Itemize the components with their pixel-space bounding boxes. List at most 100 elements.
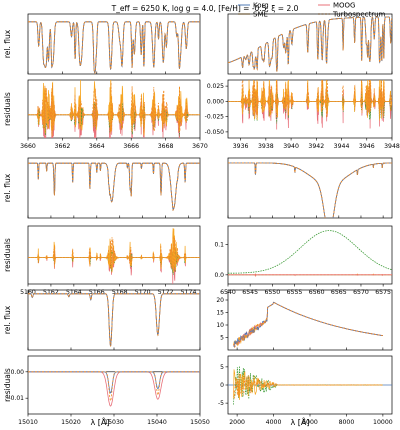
- x-tick-label: 5164: [66, 289, 82, 296]
- flux-plot-area: [228, 162, 392, 218]
- y-label-residuals: residuals: [3, 238, 12, 272]
- residual-plot-area: [28, 228, 200, 284]
- turbo-residual: [233, 373, 383, 399]
- turbo-line: [28, 162, 200, 212]
- flux-axes-frame: [227, 13, 393, 75]
- y-label-rel-flux: rel. flux: [3, 305, 12, 334]
- x-tick-label: 5174: [181, 289, 197, 296]
- sme-line: [28, 293, 200, 347]
- residual-y-tick-label: 0.0: [214, 272, 224, 279]
- residual-y-tick-label: 0.025: [207, 83, 224, 90]
- panel-1: 3936 3938 3940 3942 3944 3946 3948 0.025 0.000 -0…: [205, 13, 400, 150]
- flux-y-tick-label: 20: [216, 297, 224, 304]
- flux-y-tick-label: 5: [220, 335, 224, 342]
- panels: 3660 3662 3664 3666 3668 3670 3936 3938 3940 3942…: [8, 13, 400, 426]
- residual-axes-frame: [227, 79, 393, 139]
- residual-y-tick-label: -0.01: [8, 395, 24, 402]
- x-tick-label: 6545: [242, 289, 258, 296]
- x-tick-label: 3670: [192, 143, 208, 150]
- flux-axes-frame: [227, 289, 393, 351]
- x-tick-label: 6560: [309, 289, 325, 296]
- residual-plot-area: [228, 366, 392, 405]
- y-label-rel-flux: rel. flux: [3, 173, 12, 202]
- sme-line: [233, 301, 383, 347]
- x-axis-label-left: λ [Å]: [91, 416, 110, 427]
- korg-line: [28, 293, 200, 347]
- panel-4: 15010 15020 15030 15040 15050 0.00 -0.01: [8, 289, 210, 426]
- x-tick-label: 15020: [61, 419, 81, 426]
- panel-5: 2000 4000 6000 8000 10000 5 0 -5 5 10 15 20: [216, 289, 393, 426]
- x-tick-label: 3946: [359, 143, 375, 150]
- x-tick-label: 6570: [353, 289, 369, 296]
- residual-y-tick-label: -5: [218, 400, 224, 407]
- x-tick-label: 3662: [55, 143, 71, 150]
- flux-axes-frame: [27, 289, 201, 351]
- x-tick-label: 6550: [264, 289, 280, 296]
- x-tick-label: 3664: [89, 143, 105, 150]
- sme-line: [228, 162, 392, 218]
- x-tick-label: 5172: [158, 289, 174, 296]
- moog-residual: [228, 273, 392, 277]
- x-tick-label: 10000: [373, 419, 393, 426]
- x-tick-label: 3660: [20, 143, 36, 150]
- moog-line: [228, 162, 392, 218]
- flux-plot-area: [228, 16, 392, 72]
- x-axis-label-right: λ [Å]: [291, 416, 310, 427]
- flux-plot-area: [28, 21, 200, 74]
- legend-label-sme: SME: [253, 11, 268, 19]
- korg-line: [228, 162, 392, 218]
- flux-y-tick-label: 10: [216, 322, 224, 329]
- turbo-line: [28, 293, 200, 347]
- residual-axes-frame: [27, 79, 201, 139]
- turbo-line: [228, 162, 392, 218]
- turbo-residual: [28, 82, 200, 134]
- flux-axes-frame: [27, 157, 201, 219]
- residual-plot-area: [28, 80, 200, 138]
- residual-axes-frame: [227, 225, 393, 285]
- panel-2: 5160 5162 5164 5166 5168 5170 5172 5174: [20, 157, 201, 296]
- flux-plot-area: [28, 162, 200, 212]
- x-tick-label: 5168: [112, 289, 128, 296]
- x-tick-label: 15040: [147, 419, 167, 426]
- x-tick-label: 3668: [158, 143, 174, 150]
- x-tick-label: 4000: [266, 419, 282, 426]
- y-label-residuals: residuals: [3, 368, 12, 402]
- green-residual: [228, 230, 392, 274]
- residual-axes-frame: [27, 225, 201, 285]
- x-tick-label: 5170: [135, 289, 151, 296]
- x-tick-label: 6575: [375, 289, 391, 296]
- x-tick-label: 5162: [43, 289, 59, 296]
- x-tick-label: 15010: [18, 419, 38, 426]
- x-tick-label: 3948: [384, 143, 400, 150]
- residual-y-tick-label: 0.1: [214, 241, 224, 248]
- x-tick-label: 5166: [89, 289, 105, 296]
- x-tick-label: 15030: [104, 419, 124, 426]
- x-tick-label: 6555: [287, 289, 303, 296]
- y-axis-labels: rel. flux residuals rel. flux residuals rel.…: [3, 29, 12, 402]
- turbo-line: [28, 21, 200, 74]
- residual-y-tick-label: -0.050: [205, 129, 225, 136]
- legend-label-turbospectrum: Turbospectrum: [332, 11, 386, 19]
- flux-plot-area: [28, 293, 200, 347]
- x-tick-label: 3666: [123, 143, 139, 150]
- residual-y-tick-label: 0.00: [11, 369, 25, 376]
- residual-y-tick-label: 0.000: [207, 98, 224, 105]
- x-tick-label: 15050: [190, 419, 210, 426]
- flux-axes-frame: [227, 157, 393, 219]
- x-tick-label: 3938: [258, 143, 274, 150]
- x-tick-label: 6000: [302, 419, 318, 426]
- y-label-residuals: residuals: [3, 92, 12, 126]
- turbo-residual: [28, 236, 200, 272]
- x-tick-label: 3942: [308, 143, 324, 150]
- legend-label-moog: MOOG: [333, 2, 355, 10]
- figure-title: T_eff = 6250 K, log g = 4.0, [Fe/H] = -0…: [111, 4, 299, 13]
- panel-0: 3660 3662 3664 3666 3668 3670: [20, 13, 208, 150]
- residual-axes-frame: [27, 355, 201, 415]
- flux-axes-frame: [27, 13, 201, 75]
- residual-y-tick-label: 0: [220, 382, 224, 389]
- turbo-residual: [28, 371, 200, 402]
- residual-plot-area: [28, 371, 200, 407]
